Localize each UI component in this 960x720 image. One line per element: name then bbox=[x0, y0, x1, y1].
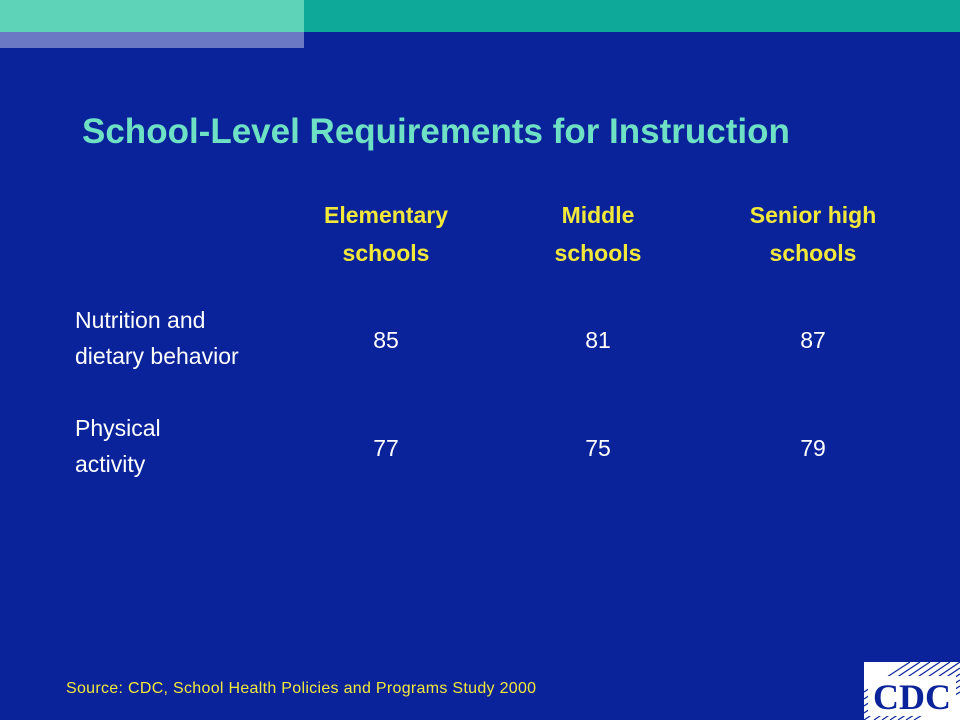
column-header-senior-high: Senior high schools bbox=[708, 196, 918, 272]
row-label-line: Physical bbox=[75, 415, 161, 441]
column-header-line: schools bbox=[554, 240, 642, 266]
table-cell: 77 bbox=[373, 435, 399, 461]
cdc-logo-text: CDC bbox=[873, 677, 951, 717]
table-cell: 79 bbox=[800, 435, 826, 461]
table-cell: 85 bbox=[373, 327, 399, 353]
cdc-logo: CDC bbox=[864, 662, 960, 720]
column-header-line: Senior high bbox=[749, 202, 877, 228]
column-header-line: schools bbox=[769, 240, 857, 266]
source-note: Source: CDC, School Health Policies and … bbox=[66, 680, 537, 697]
column-header-elementary: Elementary schools bbox=[281, 196, 491, 272]
table-cell: 87 bbox=[800, 327, 826, 353]
column-header-line: Middle bbox=[561, 202, 635, 228]
column-header-line: Elementary bbox=[323, 202, 448, 228]
column-header-middle: Middle schools bbox=[493, 196, 703, 272]
table-cell: 81 bbox=[585, 327, 611, 353]
row-label-physical-activity: Physical activity bbox=[75, 410, 325, 482]
top-band-shadow bbox=[0, 32, 304, 48]
slide-title: School-Level Requirements for Instructio… bbox=[82, 112, 790, 151]
column-header-line: schools bbox=[342, 240, 430, 266]
row-label-line: Nutrition and bbox=[75, 307, 206, 333]
table-cell: 75 bbox=[585, 435, 611, 461]
row-label-line: dietary behavior bbox=[75, 343, 239, 369]
row-label-line: activity bbox=[75, 451, 146, 477]
row-label-nutrition: Nutrition and dietary behavior bbox=[75, 302, 325, 374]
top-band-accent bbox=[0, 0, 304, 32]
